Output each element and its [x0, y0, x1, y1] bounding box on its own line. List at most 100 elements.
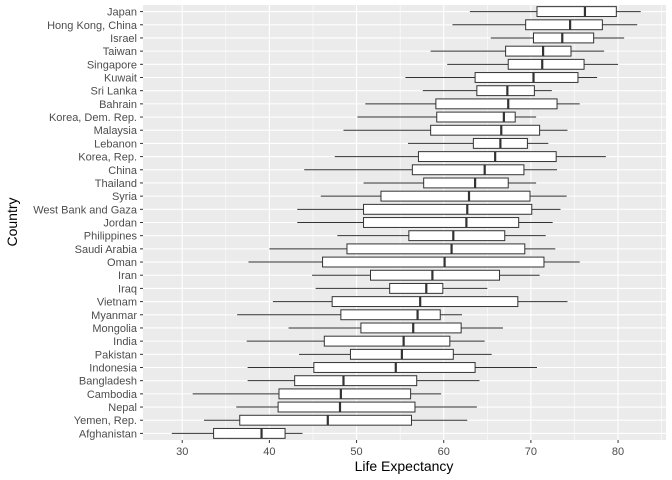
box-iqr [278, 388, 412, 400]
y-tick-label: Pakistan [95, 349, 137, 361]
box-mongolia [288, 322, 503, 334]
y-tick-label: Sri Lanka [91, 86, 138, 98]
y-tick-label: Syria [112, 191, 138, 203]
y-tick-label: Cambodia [87, 389, 138, 401]
x-tick-label: 70 [525, 446, 537, 458]
box-iqr [370, 269, 501, 281]
box-iqr [331, 296, 519, 308]
box-philippines [337, 230, 546, 242]
box-bangladesh [247, 375, 480, 387]
y-tick-label: Nepal [108, 402, 137, 414]
box-iqr [474, 72, 579, 83]
box-iqr [360, 322, 462, 334]
y-axis-title: Country [4, 197, 20, 246]
y-tick-label: China [108, 165, 138, 177]
box-iqr [430, 124, 541, 136]
y-tick-label: Bangladesh [79, 376, 137, 388]
box-saudi-arabia [269, 243, 556, 255]
x-tick-label: 40 [263, 446, 275, 458]
x-tick-label: 50 [350, 446, 362, 458]
y-tick-label: Oman [107, 257, 137, 269]
box-lebanon [407, 137, 549, 149]
box-jordan [297, 217, 553, 228]
box-iqr [476, 85, 535, 97]
box-china [304, 164, 558, 176]
box-iqr [239, 414, 412, 426]
box-vietnam [272, 296, 568, 308]
box-bahrain [365, 98, 580, 110]
y-tick-label: Lebanon [94, 138, 137, 150]
box-indonesia [247, 362, 537, 373]
box-taiwan [430, 45, 605, 57]
y-tick-label: Mongolia [92, 323, 138, 335]
box-iqr [323, 335, 451, 347]
box-iqr [346, 243, 526, 255]
box-korea-dem-rep- [357, 111, 537, 123]
box-iqr [213, 427, 286, 439]
box-cambodia [192, 388, 442, 400]
y-tick-label: Japan [107, 7, 137, 19]
box-iqr [533, 32, 595, 44]
x-tick-label: 80 [612, 446, 624, 458]
box-iqr [363, 217, 520, 228]
box-iqr [436, 111, 516, 123]
box-pakistan [299, 348, 492, 360]
box-oman [248, 256, 580, 268]
y-tick-label: Taiwan [103, 46, 137, 58]
y-tick-label: Hong Kong, China [47, 20, 138, 32]
box-iqr [411, 164, 525, 176]
box-iqr [408, 230, 506, 242]
x-tick-label: 30 [176, 446, 188, 458]
x-axis-title: Life Expectancy [355, 458, 454, 474]
box-japan [469, 6, 641, 18]
box-iqr [435, 98, 558, 110]
box-iqr [505, 45, 572, 57]
y-tick-label: Korea, Rep. [78, 152, 137, 164]
y-tick-label: Malaysia [94, 125, 138, 137]
box-west-bank-and-gaza [297, 203, 561, 215]
box-iqr [507, 58, 585, 70]
y-tick-label: Iran [118, 270, 137, 282]
y-tick-label: Jordan [103, 218, 137, 230]
box-israel [490, 32, 625, 44]
box-myanmar [237, 309, 463, 321]
box-kuwait [405, 72, 598, 83]
box-india [246, 335, 485, 347]
y-tick-label: West Bank and Gaza [33, 204, 138, 216]
box-nepal [236, 401, 477, 413]
y-tick-label: Thailand [95, 178, 137, 190]
y-tick-label: Bahrain [99, 99, 137, 111]
y-tick-label: Philippines [84, 231, 138, 243]
box-thailand [363, 177, 537, 189]
box-syria [320, 190, 567, 202]
box-iqr [423, 177, 509, 189]
box-afghanistan [171, 427, 303, 439]
box-iqr [525, 19, 603, 31]
box-iqr [389, 282, 444, 294]
y-tick-label: Myanmar [91, 310, 137, 322]
box-sri-lanka [422, 85, 552, 97]
box-layer [171, 6, 641, 439]
box-iqr [340, 309, 441, 321]
box-iran [312, 269, 540, 281]
box-iqr [536, 6, 617, 18]
box-singapore [447, 58, 619, 70]
box-yemen-rep- [204, 414, 468, 426]
y-tick-label: Saudi Arabia [75, 244, 138, 256]
y-tick-label: Vietnam [97, 297, 137, 309]
box-iqr [363, 203, 533, 215]
x-axis: 30 40 50 60 70 80 [176, 440, 624, 458]
box-korea-rep- [334, 151, 606, 163]
box-iqr [313, 362, 476, 373]
y-tick-label: India [113, 336, 138, 348]
y-tick-label: Israel [110, 33, 137, 45]
box-hong-kong-china [452, 19, 638, 31]
y-tick-label: Kuwait [104, 73, 137, 85]
y-tick-label: Singapore [87, 59, 137, 71]
box-iraq [315, 282, 488, 294]
y-tick-label: Indonesia [89, 363, 138, 375]
box-iqr [380, 190, 531, 202]
box-iqr [417, 151, 557, 163]
